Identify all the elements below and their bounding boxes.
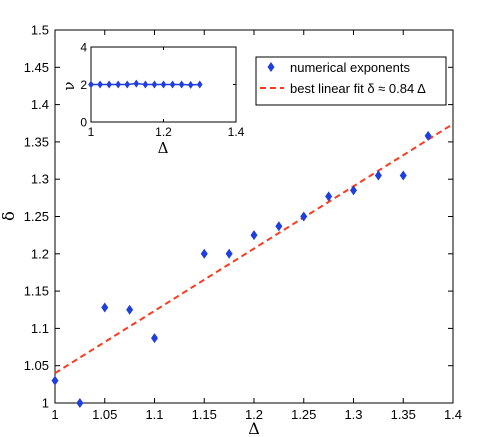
inset-data-point	[187, 80, 194, 89]
data-point	[374, 170, 382, 181]
inset-y-axis-label: ν	[60, 81, 78, 90]
y-tick-label: 1.1	[31, 321, 49, 336]
data-point	[250, 230, 258, 241]
x-tick-label: 1.2	[245, 407, 263, 422]
legend-marker-diamond	[267, 62, 275, 72]
inset-data-point	[142, 80, 149, 89]
data-point	[424, 130, 432, 141]
inset-data-point	[196, 80, 203, 89]
inset-data-point	[106, 80, 112, 89]
inset-axis-ticks	[90, 46, 237, 123]
data-point	[51, 375, 59, 386]
main-axis-ticks	[54, 29, 454, 404]
inset-data-point	[88, 80, 94, 89]
inset-data-point	[151, 80, 158, 89]
y-tick-label: 1.3	[31, 172, 49, 187]
inset-x-tick-label: 1	[88, 125, 95, 139]
fit-line-group	[54, 123, 454, 375]
main-data-points	[51, 130, 432, 408]
x-tick-label: 1.35	[391, 407, 416, 422]
y-tick-label: 1.35	[24, 134, 49, 149]
inset-data-point	[133, 79, 140, 88]
y-tick-label: 1.4	[31, 97, 49, 112]
x-tick-label: 1.3	[344, 407, 362, 422]
y-tick-label: 1	[42, 396, 49, 411]
data-point	[151, 333, 158, 344]
data-point	[200, 248, 208, 259]
inset-plot: 1 1.2 1.4 0 2 4 Δ ν	[60, 41, 245, 158]
data-point	[275, 221, 283, 232]
inset-y-tick-label: 2	[80, 78, 87, 92]
data-point	[126, 304, 134, 315]
inset-data-point	[169, 80, 176, 89]
y-tick-label: 1.25	[24, 209, 49, 224]
y-tick-label: 1.2	[31, 246, 49, 261]
x-tick-label: 1.25	[291, 407, 316, 422]
data-point	[325, 191, 333, 202]
main-tick-labels: 1 1.05 1.1 1.15 1.2 1.25 1.3 1.35 1.4 1 1.05 1.1 1.1…	[24, 23, 462, 423]
inset-data-point	[124, 80, 131, 89]
y-tick-label: 1.45	[24, 60, 49, 75]
main-x-axis-label: Δ	[248, 419, 260, 437]
inset-y-tick-label: 4	[80, 41, 87, 55]
legend-label-numerical: numerical exponents	[290, 60, 410, 75]
x-tick-label: 1.15	[192, 407, 217, 422]
main-y-axis-label: δ	[0, 211, 18, 221]
y-tick-label: 1.05	[24, 358, 49, 373]
inset-x-tick-label: 1.2	[155, 125, 172, 139]
y-tick-label: 1.15	[24, 284, 49, 299]
inset-x-axis-label: Δ	[158, 139, 169, 157]
inset-tick-labels: 1 1.2 1.4 0 2 4	[80, 41, 244, 140]
inset-x-tick-label: 1.4	[228, 125, 245, 139]
inset-data-point	[97, 80, 103, 89]
y-tick-label: 1.5	[31, 23, 49, 38]
x-tick-label: 1	[51, 407, 58, 422]
inset-y-tick-label: 0	[80, 116, 87, 130]
data-point	[350, 185, 357, 196]
fit-line	[54, 123, 454, 375]
legend-box	[255, 56, 447, 106]
legend-label-fit: best linear fit δ ≈ 0.84 Δ	[290, 81, 426, 96]
inset-data-point	[115, 80, 121, 89]
x-tick-label: 1.4	[444, 407, 462, 422]
inset-data-points	[88, 79, 203, 89]
data-point	[225, 248, 233, 259]
data-point	[101, 302, 109, 313]
inset-data-point	[178, 80, 185, 89]
data-point	[300, 211, 308, 222]
data-point	[76, 398, 84, 408]
x-tick-label: 1.1	[145, 407, 163, 422]
legend: numerical exponents best linear fit δ ≈ …	[255, 56, 447, 106]
inset-data-point	[160, 80, 167, 89]
x-tick-label: 1.05	[92, 407, 117, 422]
data-point	[399, 170, 407, 181]
